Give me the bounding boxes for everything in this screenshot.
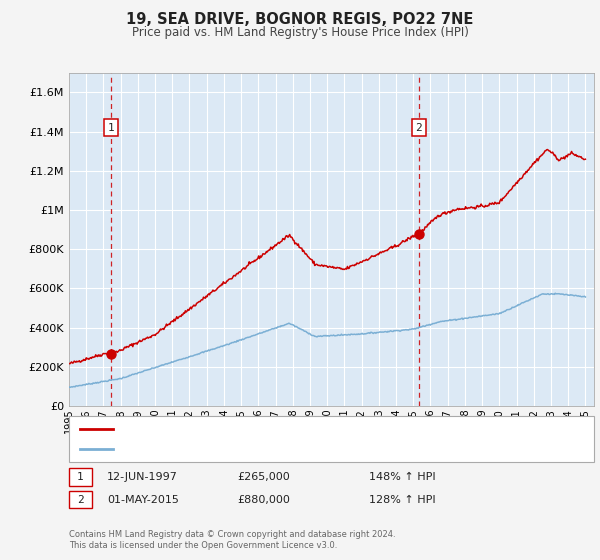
Text: £265,000: £265,000	[237, 472, 290, 482]
Text: 12-JUN-1997: 12-JUN-1997	[107, 472, 178, 482]
Text: 01-MAY-2015: 01-MAY-2015	[107, 494, 179, 505]
Text: HPI: Average price, detached house, Arun: HPI: Average price, detached house, Arun	[119, 444, 337, 454]
Text: 128% ↑ HPI: 128% ↑ HPI	[369, 494, 436, 505]
Text: £880,000: £880,000	[237, 494, 290, 505]
Text: Price paid vs. HM Land Registry's House Price Index (HPI): Price paid vs. HM Land Registry's House …	[131, 26, 469, 39]
Text: 1: 1	[108, 123, 115, 133]
Text: 2: 2	[77, 494, 84, 505]
Text: 148% ↑ HPI: 148% ↑ HPI	[369, 472, 436, 482]
Text: Contains HM Land Registry data © Crown copyright and database right 2024.
This d: Contains HM Land Registry data © Crown c…	[69, 530, 395, 550]
Text: 2: 2	[416, 123, 422, 133]
Text: 1: 1	[77, 472, 84, 482]
Text: 19, SEA DRIVE, BOGNOR REGIS, PO22 7NE (detached house): 19, SEA DRIVE, BOGNOR REGIS, PO22 7NE (d…	[119, 423, 435, 433]
Text: 19, SEA DRIVE, BOGNOR REGIS, PO22 7NE: 19, SEA DRIVE, BOGNOR REGIS, PO22 7NE	[127, 12, 473, 27]
